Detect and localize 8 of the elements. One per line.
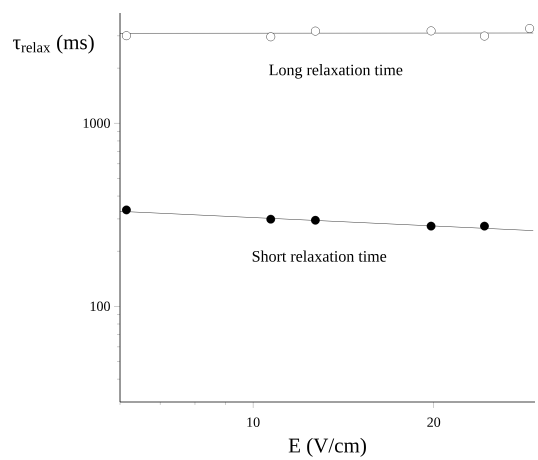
x-axis-title: E (V/cm) — [288, 438, 366, 457]
annotation: Short relaxation time — [252, 250, 386, 262]
y-tick-label: 100 — [90, 302, 110, 311]
annotation: Long relaxation time — [269, 64, 402, 79]
y-tick-label: 1000 — [84, 118, 110, 128]
x-tick-label: 20 — [427, 417, 440, 427]
x-tick-label: 10 — [247, 417, 260, 427]
y-axis-title: τ$_{relax}$ (ms) — [13, 34, 94, 54]
